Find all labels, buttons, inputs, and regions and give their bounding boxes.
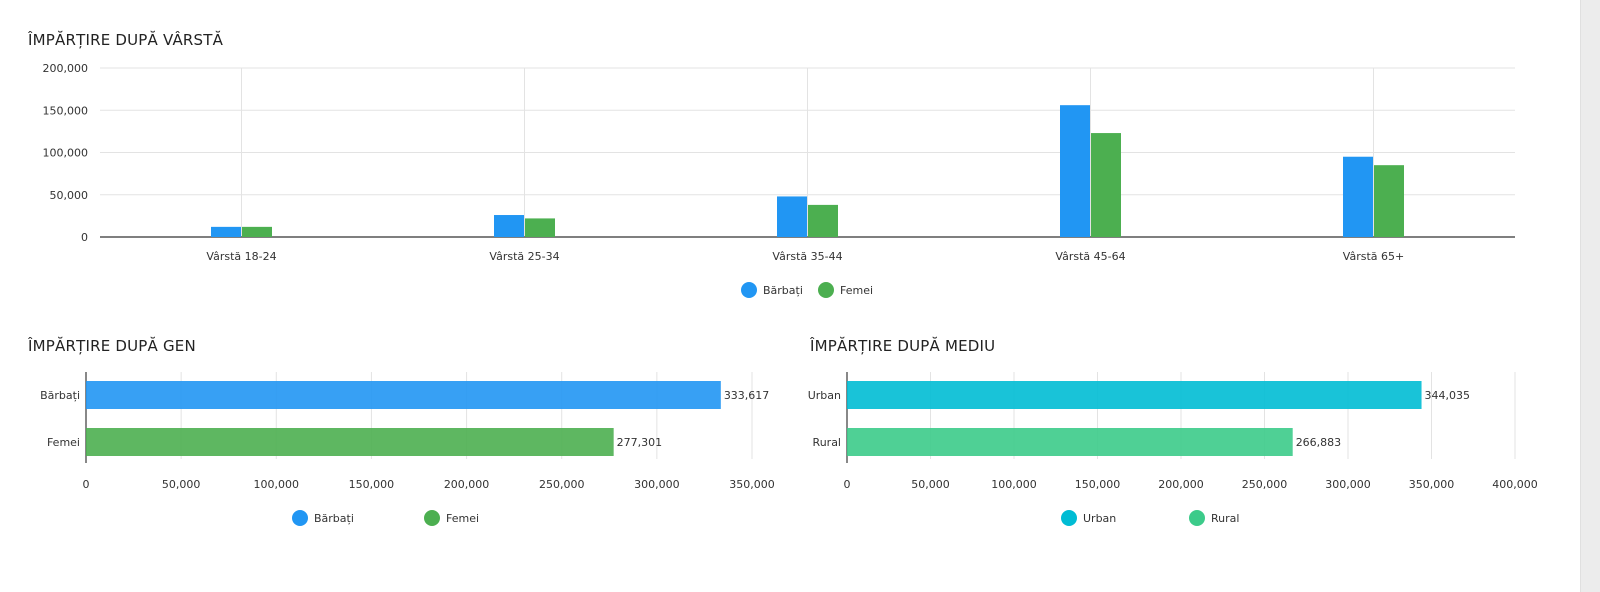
bar-femei: [525, 218, 555, 237]
y-tick-label: 200,000: [43, 62, 89, 75]
legend-marker: [818, 282, 834, 298]
y-tick-label: Femei: [47, 436, 80, 449]
data-label: 277,301: [617, 436, 663, 449]
age-bar-chart: 0 50,000 100,000 150,000 200,000 Vârstă 18-24…: [43, 62, 1515, 298]
environment-bar-chart: 0 50,000 100,000 150,000 200,000 250,000 300,0…: [808, 372, 1538, 526]
gender-bar-chart: 0 50,000 100,000 150,000 200,000 250,000 300,0…: [40, 372, 775, 526]
x-tick-label: 400,000: [1492, 478, 1538, 491]
y-tick-label: 0: [81, 231, 88, 244]
bar-rural: [847, 428, 1293, 456]
x-tick-label: 350,000: [729, 478, 775, 491]
x-tick-label: 100,000: [254, 478, 300, 491]
x-tick-label: 50,000: [162, 478, 201, 491]
gender-chart-title: ÎMPĂRȚIRE DUPĂ GEN: [28, 337, 196, 355]
y-tick-label: 150,000: [43, 104, 89, 117]
environment-chart-title: ÎMPĂRȚIRE DUPĂ MEDIU: [810, 337, 996, 355]
legend-label: Femei: [840, 284, 873, 297]
legend-marker: [424, 510, 440, 526]
legend-label: Femei: [446, 512, 479, 525]
x-tick-label: 200,000: [1158, 478, 1204, 491]
data-label: 266,883: [1296, 436, 1342, 449]
legend-marker: [292, 510, 308, 526]
x-tick-label: Vârstă 65+: [1343, 250, 1404, 263]
x-tick-label: 250,000: [1242, 478, 1288, 491]
x-tick-label: 350,000: [1409, 478, 1455, 491]
legend-marker: [741, 282, 757, 298]
data-label: 344,035: [1425, 389, 1471, 402]
age-chart-title: ÎMPĂRȚIRE DUPĂ VÂRSTĂ: [28, 31, 224, 49]
legend-label: Rural: [1211, 512, 1239, 525]
bar-femei: [1091, 133, 1121, 237]
y-tick-label: Rural: [813, 436, 841, 449]
y-tick-label: Bărbați: [40, 389, 80, 402]
bar-femei: [1374, 165, 1404, 237]
legend-marker: [1189, 510, 1205, 526]
bar-barbati: [211, 226, 241, 237]
x-tick-label: Vârstă 18-24: [206, 250, 276, 263]
legend-label: Bărbați: [763, 284, 803, 297]
x-tick-label: Vârstă 45-64: [1055, 250, 1125, 263]
data-label: 333,617: [724, 389, 770, 402]
legend-marker: [1061, 510, 1077, 526]
y-tick-label: 50,000: [50, 189, 89, 202]
bar-femei: [242, 226, 272, 237]
bar-barbati: [494, 215, 524, 237]
bar-barbati: [777, 196, 807, 237]
x-tick-label: 0: [844, 478, 851, 491]
bar-bărbați: [86, 381, 721, 409]
x-tick-label: 250,000: [539, 478, 585, 491]
y-tick-label: Urban: [808, 389, 841, 402]
bar-barbati: [1060, 105, 1090, 238]
x-tick-label: 150,000: [1075, 478, 1121, 491]
bar-urban: [847, 381, 1422, 409]
x-tick-label: 50,000: [911, 478, 950, 491]
x-tick-label: 0: [83, 478, 90, 491]
x-tick-label: 300,000: [1325, 478, 1371, 491]
x-tick-label: 150,000: [349, 478, 395, 491]
legend-label: Urban: [1083, 512, 1116, 525]
x-tick-label: 200,000: [444, 478, 490, 491]
bar-barbati: [1343, 156, 1373, 237]
x-tick-label: Vârstă 35-44: [772, 250, 842, 263]
x-tick-label: Vârstă 25-34: [489, 250, 559, 263]
bar-femei: [86, 428, 614, 456]
y-tick-label: 100,000: [43, 147, 89, 160]
x-tick-label: 100,000: [991, 478, 1037, 491]
legend-label: Bărbați: [314, 512, 354, 525]
bar-femei: [808, 204, 838, 237]
x-tick-label: 300,000: [634, 478, 680, 491]
